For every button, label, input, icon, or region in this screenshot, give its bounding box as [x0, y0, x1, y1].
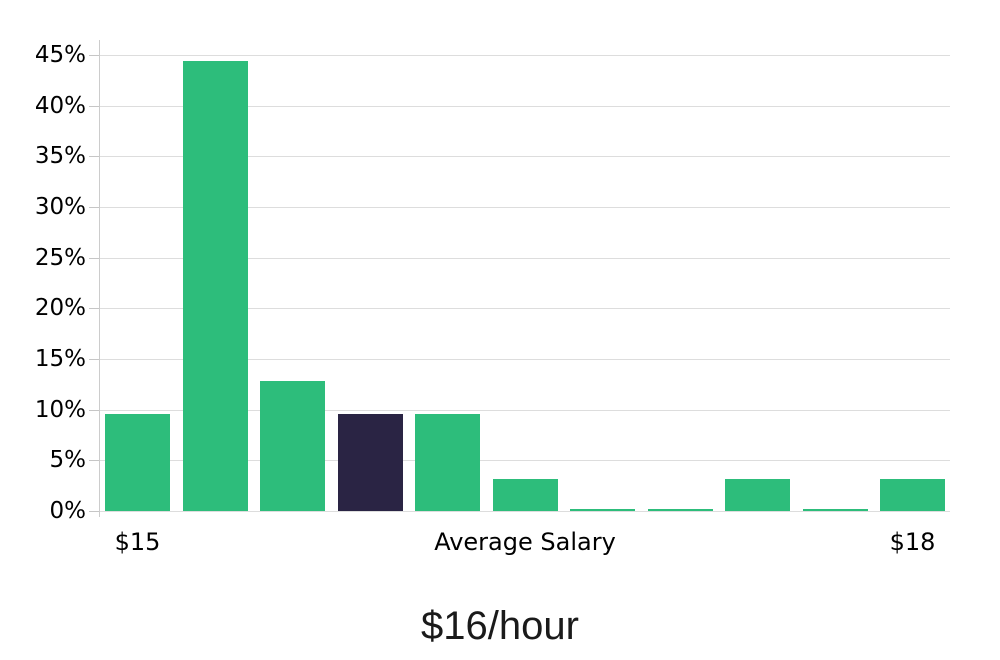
y-tick-20	[89, 308, 99, 309]
bar[interactable]	[182, 61, 248, 511]
gridline-40	[99, 106, 950, 107]
y-axis-line	[99, 40, 100, 517]
y-axis-label-25: 25%	[34, 245, 86, 271]
y-tick-25	[89, 258, 99, 259]
gridline-45	[99, 55, 950, 56]
chart-title: $16/hour	[421, 604, 579, 648]
bar[interactable]	[415, 413, 480, 511]
bar[interactable]	[570, 509, 635, 511]
y-axis-label-45: 45%	[34, 42, 86, 68]
gridline-15	[99, 359, 950, 360]
y-axis-label-35: 35%	[34, 143, 86, 169]
bar[interactable]	[492, 478, 558, 511]
bar-highlighted[interactable]	[337, 413, 403, 511]
y-tick-0	[89, 511, 99, 512]
y-axis-label-0: 0%	[49, 498, 87, 524]
gridline-10	[99, 410, 950, 411]
bar[interactable]	[647, 509, 713, 511]
gridline-30	[99, 207, 950, 208]
gridline-20	[99, 308, 950, 309]
y-tick-30	[89, 207, 99, 208]
bar[interactable]	[105, 413, 170, 511]
bar[interactable]	[725, 478, 790, 511]
gridline-0	[99, 511, 950, 512]
gridline-25	[99, 258, 950, 259]
bar[interactable]	[880, 478, 945, 511]
y-tick-10	[89, 410, 99, 411]
y-axis-label-5: 5%	[49, 447, 87, 473]
y-tick-15	[89, 359, 99, 360]
y-tick-35	[89, 156, 99, 157]
y-tick-45	[89, 55, 99, 56]
x-axis-label-2: $18	[889, 528, 936, 556]
y-axis-label-10: 10%	[34, 397, 86, 423]
gridline-5	[99, 460, 950, 461]
y-tick-5	[89, 460, 99, 461]
y-axis-label-15: 15%	[34, 346, 86, 372]
bar[interactable]	[802, 509, 868, 511]
x-axis-label-1: Average Salary	[434, 528, 616, 556]
gridline-35	[99, 156, 950, 157]
y-tick-40	[89, 106, 99, 107]
y-axis-label-30: 30%	[34, 194, 86, 220]
bar[interactable]	[260, 381, 325, 511]
y-axis-label-20: 20%	[34, 295, 86, 321]
x-axis-label-0: $15	[114, 528, 161, 556]
y-axis-label-40: 40%	[34, 93, 86, 119]
